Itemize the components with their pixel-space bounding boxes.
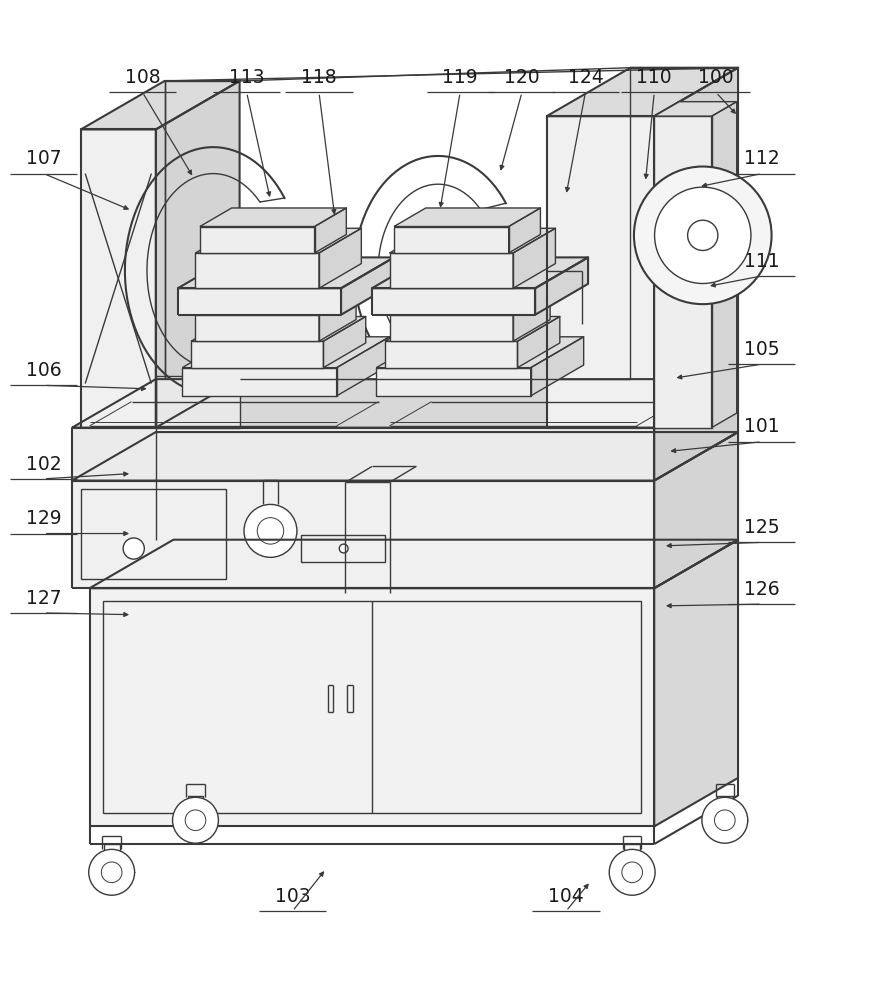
Text: 101: 101 (744, 417, 780, 436)
Text: 100: 100 (698, 68, 734, 87)
Bar (81, 489, 227, 579)
Text: 124: 124 (567, 68, 604, 87)
Text: 103: 103 (274, 887, 311, 906)
Text: 129: 129 (26, 509, 62, 528)
Polygon shape (389, 228, 556, 253)
Circle shape (258, 518, 284, 544)
Polygon shape (319, 228, 361, 288)
Text: 118: 118 (301, 68, 337, 87)
Polygon shape (654, 432, 738, 588)
Text: 112: 112 (744, 149, 780, 168)
Text: 104: 104 (548, 887, 584, 906)
Polygon shape (518, 316, 560, 368)
Text: 126: 126 (744, 580, 780, 599)
Polygon shape (654, 540, 738, 826)
Polygon shape (385, 316, 560, 341)
Circle shape (655, 187, 751, 284)
Polygon shape (200, 208, 346, 227)
Circle shape (123, 538, 144, 559)
Polygon shape (89, 540, 738, 588)
Polygon shape (196, 253, 319, 288)
Polygon shape (156, 376, 240, 428)
Circle shape (702, 797, 748, 843)
Polygon shape (314, 208, 346, 253)
Polygon shape (182, 337, 389, 368)
Polygon shape (323, 316, 366, 368)
Polygon shape (535, 257, 588, 315)
Bar (104, 844, 119, 866)
Text: 102: 102 (26, 455, 62, 474)
Text: 106: 106 (26, 361, 62, 380)
Bar (717, 796, 733, 818)
Text: 113: 113 (229, 68, 265, 87)
Circle shape (185, 810, 206, 831)
Circle shape (244, 504, 297, 557)
Polygon shape (72, 379, 738, 428)
Polygon shape (72, 428, 654, 481)
Polygon shape (389, 293, 550, 315)
Polygon shape (191, 341, 323, 368)
Polygon shape (336, 337, 389, 396)
Polygon shape (72, 432, 738, 481)
Polygon shape (196, 293, 356, 315)
Polygon shape (654, 102, 736, 116)
Polygon shape (89, 588, 654, 826)
Polygon shape (654, 68, 738, 428)
Polygon shape (72, 481, 654, 588)
Polygon shape (376, 337, 583, 368)
Bar (624, 844, 640, 866)
Bar (103, 601, 641, 813)
Circle shape (688, 220, 718, 250)
Polygon shape (654, 379, 738, 481)
Polygon shape (376, 368, 531, 396)
Polygon shape (81, 129, 156, 428)
Circle shape (634, 167, 772, 304)
Text: 127: 127 (26, 589, 62, 608)
Polygon shape (394, 227, 509, 253)
Polygon shape (389, 315, 513, 341)
Polygon shape (341, 257, 394, 315)
Text: 110: 110 (636, 68, 672, 87)
Circle shape (173, 797, 219, 843)
Polygon shape (531, 337, 583, 396)
Polygon shape (178, 257, 394, 288)
Polygon shape (509, 208, 541, 253)
Text: 120: 120 (504, 68, 540, 87)
Circle shape (339, 544, 348, 553)
Bar (188, 796, 204, 818)
Text: 107: 107 (26, 149, 62, 168)
Polygon shape (372, 288, 535, 315)
Polygon shape (712, 102, 736, 428)
Polygon shape (547, 116, 654, 428)
Polygon shape (513, 228, 556, 288)
Text: 125: 125 (744, 518, 780, 537)
Polygon shape (182, 368, 336, 396)
Text: 111: 111 (744, 252, 780, 271)
Text: 105: 105 (744, 340, 780, 359)
Circle shape (102, 862, 122, 883)
Polygon shape (156, 81, 240, 428)
Polygon shape (389, 253, 513, 288)
Polygon shape (372, 257, 588, 288)
Polygon shape (196, 315, 319, 341)
Bar (302, 535, 385, 562)
Polygon shape (178, 288, 341, 315)
Polygon shape (385, 341, 518, 368)
Circle shape (622, 862, 643, 883)
Circle shape (88, 849, 135, 895)
Polygon shape (191, 316, 366, 341)
Polygon shape (196, 228, 361, 253)
Text: 108: 108 (125, 68, 160, 87)
Circle shape (609, 849, 655, 895)
Text: 119: 119 (442, 68, 478, 87)
Polygon shape (654, 116, 712, 428)
Polygon shape (200, 227, 314, 253)
Polygon shape (513, 293, 550, 341)
Polygon shape (81, 81, 240, 129)
Circle shape (714, 810, 735, 831)
Polygon shape (394, 208, 541, 227)
Polygon shape (319, 293, 356, 341)
Polygon shape (547, 68, 738, 116)
